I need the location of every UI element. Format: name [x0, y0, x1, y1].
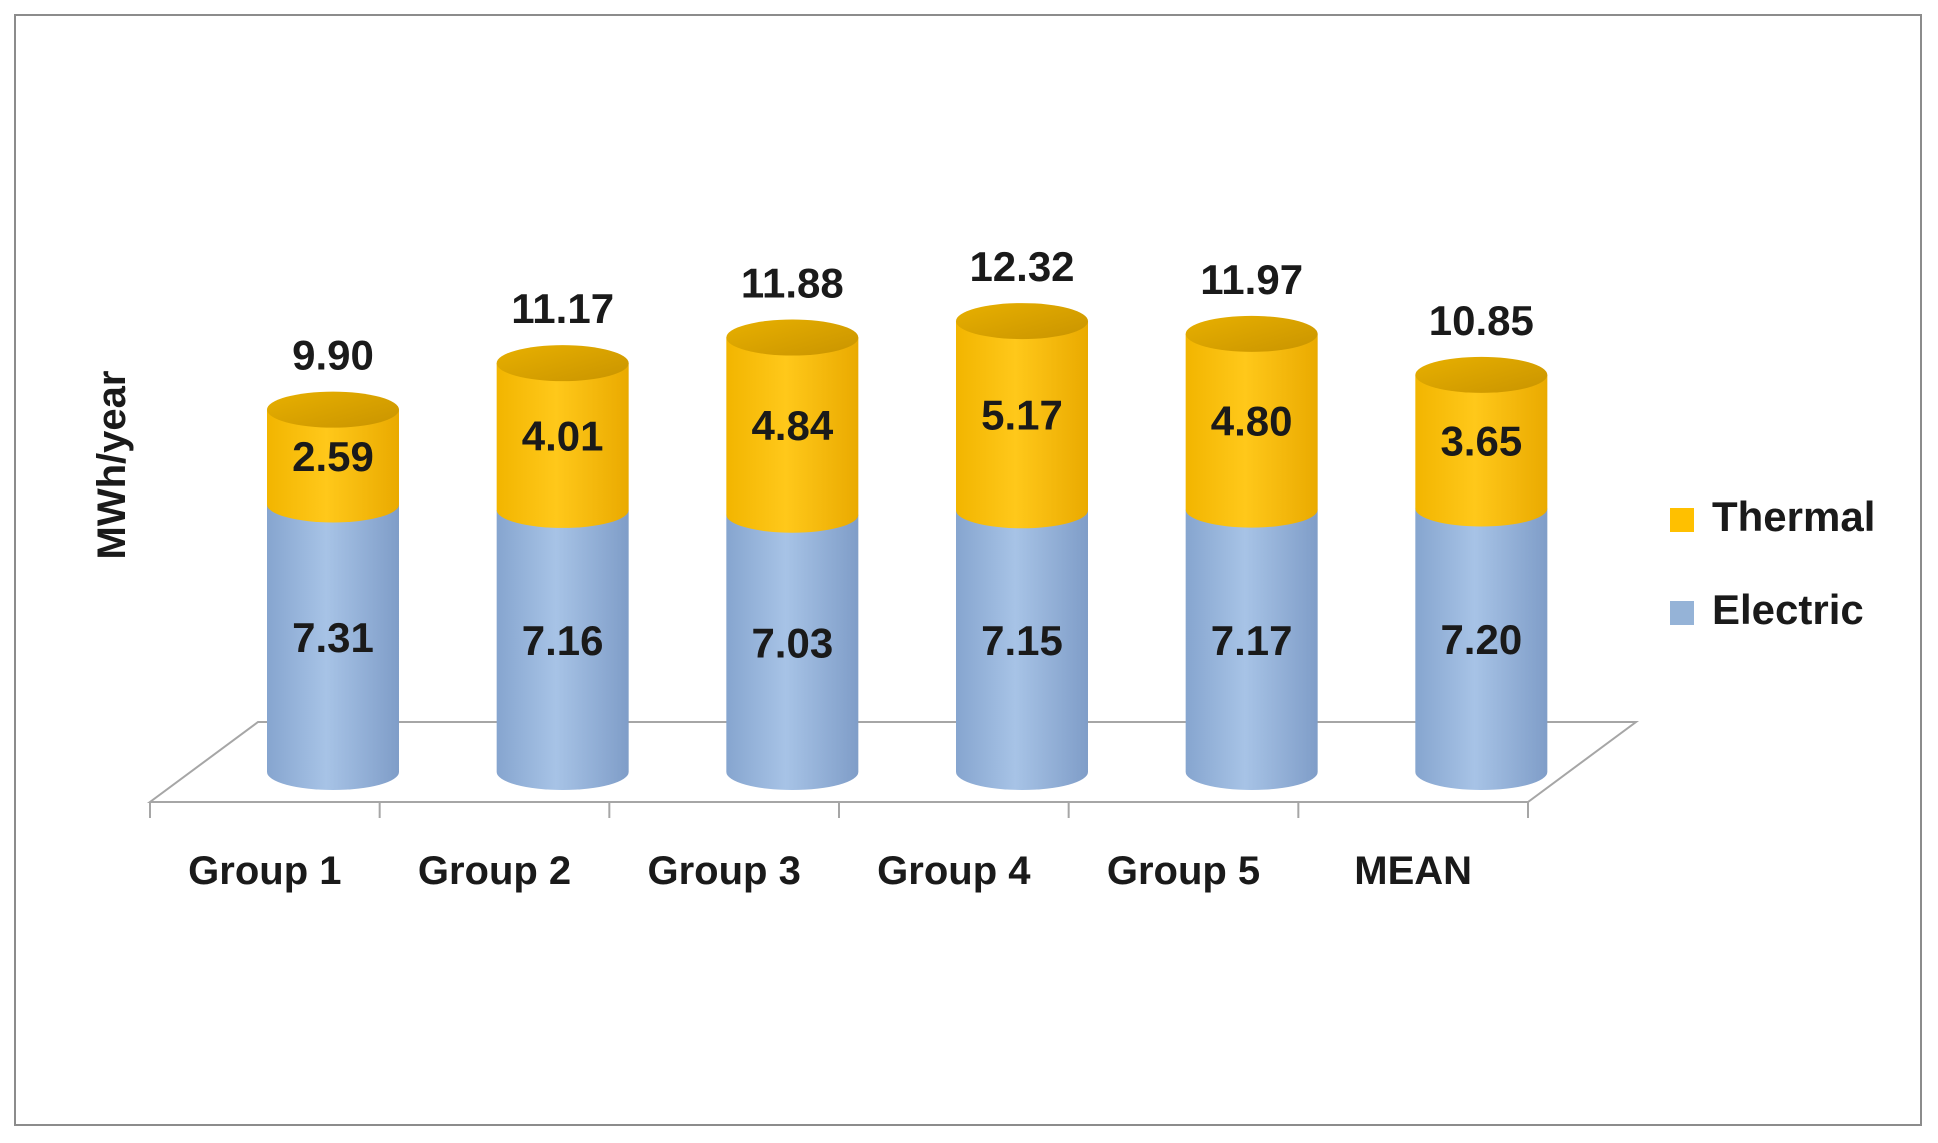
bar-electric: [496, 509, 629, 790]
legend: Thermal Electric: [1670, 493, 1875, 633]
bar-thermal: [956, 321, 1088, 529]
x-ticks: [149, 802, 1529, 818]
data-label-thermal: 3.65: [1440, 418, 1522, 465]
data-label-thermal: 4.84: [751, 402, 833, 449]
bar-top-cap: [956, 303, 1088, 340]
data-label-total: 12.32: [969, 243, 1074, 290]
bar-group: 7.31 2.59 9.90: [267, 332, 399, 790]
legend-swatch: [1670, 601, 1694, 625]
data-label-electric: 7.16: [522, 617, 604, 664]
data-label-electric: 7.31: [292, 614, 374, 661]
x-tick-label: Group 2: [418, 849, 571, 893]
bar-top-cap: [1185, 315, 1318, 352]
data-label-electric: 7.20: [1440, 616, 1522, 663]
data-label-total: 9.90: [292, 332, 374, 379]
bar-top-cap: [496, 345, 629, 382]
data-label-total: 11.17: [511, 285, 614, 332]
data-label-total: 11.97: [1200, 256, 1303, 303]
bar-top-cap: [267, 391, 399, 428]
bar-thermal: [496, 363, 629, 528]
bar-group: 7.03 4.84 11.88: [726, 260, 859, 790]
legend-swatch: [1670, 508, 1694, 532]
bar-electric: [267, 504, 399, 790]
bar-thermal: [1185, 333, 1318, 528]
x-tick-label: Group 4: [877, 849, 1031, 893]
x-tick-label: Group 3: [647, 849, 800, 893]
x-tick-label: Group 1: [188, 849, 341, 893]
x-tick-labels: Group 1 Group 2 Group 3 Group 4 Group 5 MEAN: [188, 849, 1472, 893]
data-label-thermal: 4.80: [1211, 398, 1293, 445]
legend-label: Thermal: [1712, 493, 1875, 540]
bar-top-cap: [726, 319, 859, 356]
bar-electric: [1415, 508, 1548, 790]
legend-label: Electric: [1712, 586, 1864, 633]
bar-top-cap: [1415, 356, 1548, 393]
data-label-electric: 7.15: [981, 617, 1063, 664]
x-tick-label: MEAN: [1354, 849, 1472, 893]
x-axis: Group 1 Group 2 Group 3 Group 4 Group 5 MEAN: [149, 801, 1529, 893]
data-label-electric: 7.03: [751, 619, 833, 666]
bars: 7.312.599.907.164.0111.177.034.8411.887.…: [267, 243, 1548, 790]
bar-group: 7.15 5.17 12.32: [956, 243, 1088, 790]
data-label-total: 11.88: [741, 260, 844, 307]
bar-electric: [956, 510, 1088, 790]
data-label-thermal: 4.01: [522, 413, 604, 460]
data-label-total: 10.85: [1429, 297, 1534, 344]
x-tick-label: Group 5: [1107, 849, 1260, 893]
bar-group: 7.20 3.65 10.85: [1415, 297, 1548, 790]
bar-electric: [1185, 509, 1318, 790]
data-label-electric: 7.17: [1211, 617, 1293, 664]
data-label-thermal: 5.17: [981, 392, 1063, 439]
bar-electric: [726, 514, 859, 790]
bar-thermal: [1415, 374, 1548, 527]
bar-group: 7.17 4.80 11.97: [1185, 256, 1318, 790]
bar-thermal: [726, 337, 859, 533]
y-axis-label: MWh/year: [90, 371, 134, 560]
bar-group: 7.16 4.01 11.17: [496, 285, 629, 790]
bar-thermal: [267, 409, 399, 523]
data-label-thermal: 2.59: [292, 433, 374, 480]
